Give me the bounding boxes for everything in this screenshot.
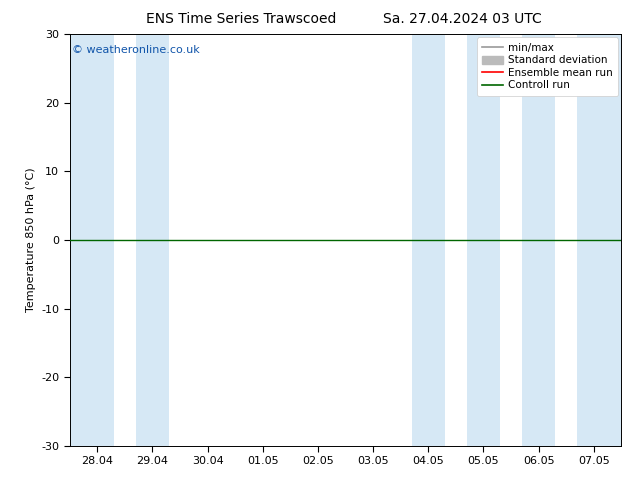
Bar [577,34,621,446]
Bar [411,34,445,446]
Text: ENS Time Series Trawscoed: ENS Time Series Trawscoed [146,12,336,26]
Y-axis label: Temperature 850 hPa (°C): Temperature 850 hPa (°C) [25,168,36,313]
Legend: min/max, Standard deviation, Ensemble mean run, Controll run: min/max, Standard deviation, Ensemble me… [477,37,618,96]
Bar [467,34,500,446]
Bar [70,34,114,446]
Text: Sa. 27.04.2024 03 UTC: Sa. 27.04.2024 03 UTC [384,12,542,26]
Text: © weatheronline.co.uk: © weatheronline.co.uk [72,45,200,54]
Bar [522,34,555,446]
Bar [136,34,169,446]
